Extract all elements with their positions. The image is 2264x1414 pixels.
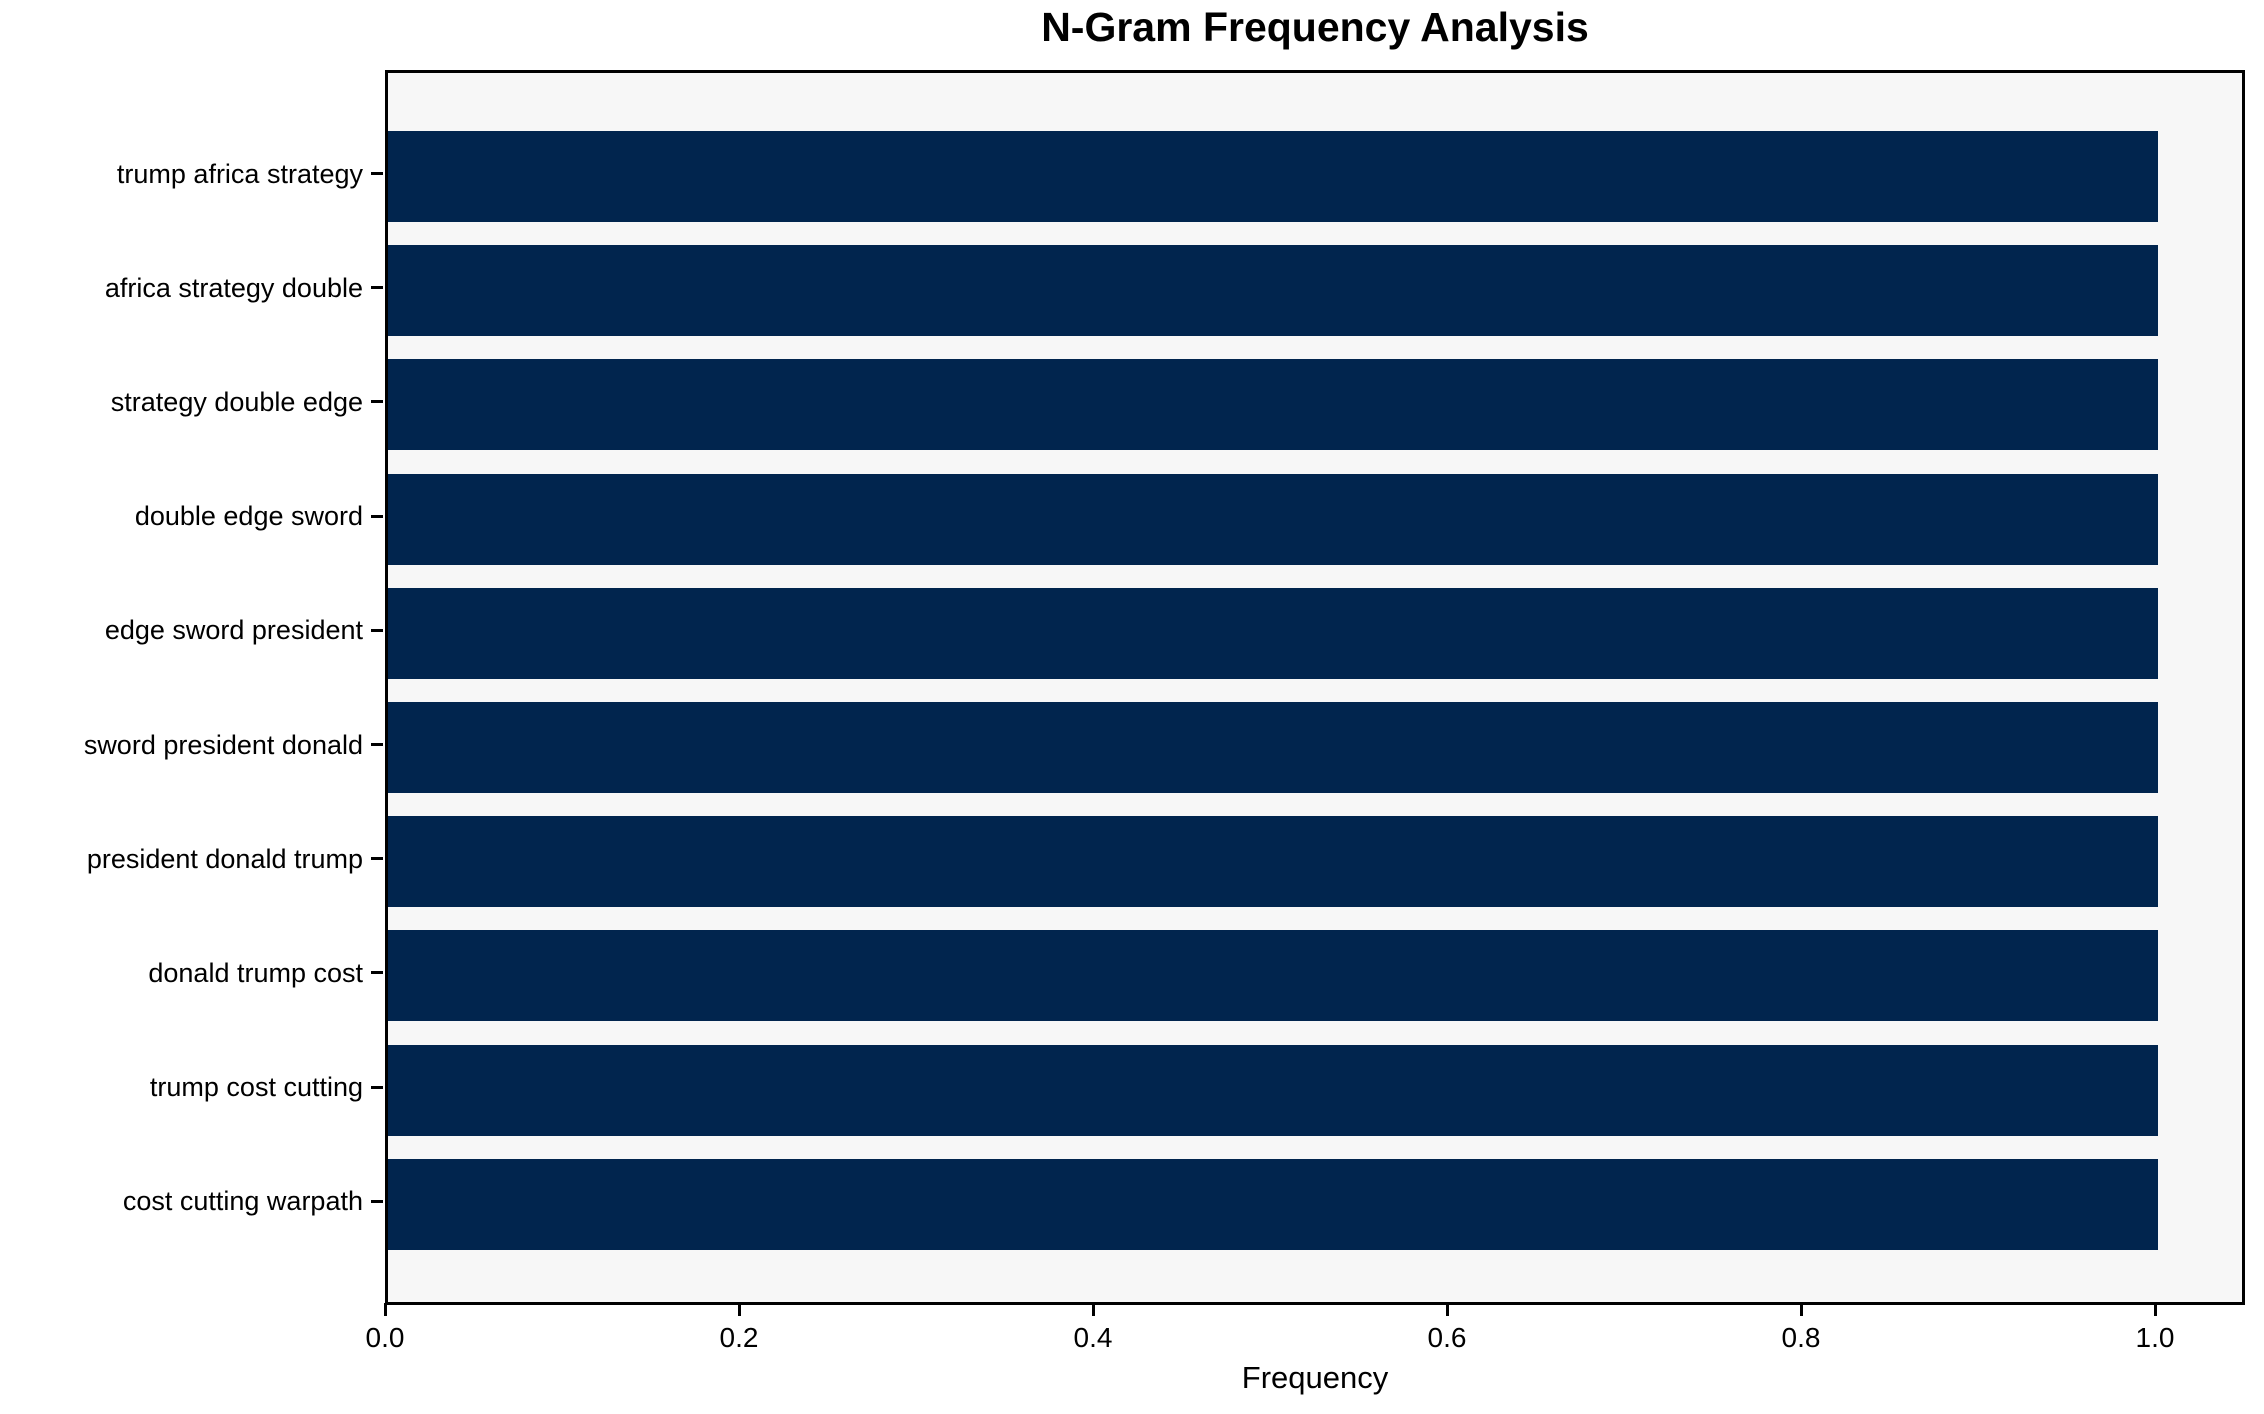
x-axis-label: Frequency [1241,1360,1389,1395]
bars-layer [388,73,2242,1302]
y-tick-label: trump africa strategy [116,158,363,189]
x-tick-mark [2153,1303,2157,1316]
bar-3 [388,359,2158,451]
y-tick-label: strategy double edge [110,386,363,417]
bar-2 [388,245,2158,337]
x-tick-mark [1091,1303,1095,1316]
bar-10 [388,1158,2158,1250]
x-tick-label: 1.0 [2135,1322,2175,1353]
x-tick-mark [1799,1303,1803,1316]
y-tick-mark [371,743,383,746]
y-tick-label: donald trump cost [148,957,363,988]
y-tick-mark [371,286,383,290]
y-tick-label: trump cost cutting [149,1072,363,1103]
y-tick-mark [371,1085,383,1089]
x-tick-label: 0.8 [1781,1322,1821,1353]
y-tick-mark [371,857,383,861]
x-tick-mark [737,1303,741,1316]
bar-9 [388,1044,2158,1136]
y-tick-label: africa strategy double [104,272,363,303]
bar-8 [388,930,2158,1022]
x-tick-label: 0.4 [1073,1322,1113,1353]
y-tick-label: sword president donald [83,729,363,760]
y-tick-mark [371,514,383,518]
plot-area [385,70,2245,1305]
y-tick-mark [371,172,383,175]
x-tick-label: 0.6 [1427,1322,1467,1353]
y-tick-mark [371,971,383,975]
y-tick-mark [371,628,383,632]
x-tick-label: 0.2 [719,1322,759,1353]
y-tick-mark [371,400,383,404]
bar-4 [388,473,2158,565]
y-tick-label: double edge sword [134,501,363,532]
chart-title: N-Gram Frequency Analysis [1041,4,1589,50]
y-tick-label: cost cutting warpath [122,1186,363,1217]
bar-1 [388,131,2158,222]
bar-5 [388,587,2158,679]
bar-7 [388,816,2158,908]
x-tick-mark [1445,1303,1449,1316]
x-tick-label: 0.0 [365,1322,405,1353]
y-tick-label: edge sword president [104,615,363,646]
y-tick-mark [371,1199,383,1203]
x-tick-mark [383,1303,387,1316]
bar-6 [388,702,2158,793]
y-tick-label: president donald trump [86,843,363,874]
